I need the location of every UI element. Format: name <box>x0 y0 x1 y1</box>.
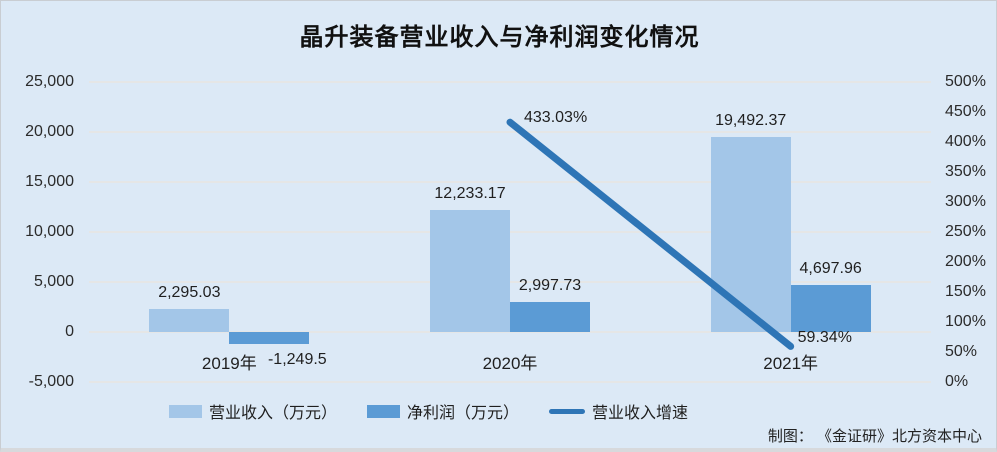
profit-swatch-icon <box>367 404 401 418</box>
x-axis-category-label: 2020年 <box>482 354 538 373</box>
gridline <box>89 331 931 333</box>
legend-item-profit: 净利润（万元） <box>367 399 519 423</box>
net-profit-bar-2019年 <box>229 332 310 345</box>
legend-label-revenue: 营业收入（万元） <box>209 405 338 422</box>
growth-data-label: 433.03% <box>524 109 588 127</box>
y-axis-left-tick: 25,000 <box>25 73 74 90</box>
y-axis-left-tick: -5,000 <box>28 373 74 390</box>
gridline <box>89 381 931 383</box>
y-axis-right-tick: 150% <box>945 283 986 300</box>
y-axis-right-tick: 400% <box>945 133 986 150</box>
growth-data-label: 59.34% <box>797 329 852 347</box>
plot-area: 2019年 2020年 2021年 2,295.03 12,233.17 19,492.3… <box>89 81 931 383</box>
y-axis-right-tick: 50% <box>945 343 978 360</box>
net-profit-bar-2021年 <box>790 285 871 332</box>
y-axis-left-tick: 20,000 <box>25 123 74 140</box>
revenue-bar-2019年 <box>149 309 230 332</box>
y-axis-left-tick: 5,000 <box>33 273 74 290</box>
data-label: 2,295.03 <box>158 284 221 302</box>
y-axis-left-tick: 0 <box>65 323 74 340</box>
y-axis-right-tick: 200% <box>945 253 986 270</box>
y-axis-right-tick: 500% <box>945 73 986 90</box>
legend-label-growth: 营业收入增速 <box>592 405 689 422</box>
y-axis-right-tick: 450% <box>945 103 986 120</box>
net-profit-bar-2020年 <box>510 302 590 332</box>
legend-item-revenue: 营业收入（万元） <box>169 399 337 423</box>
x-axis-category-label: 2019年 <box>201 354 257 373</box>
y-axis-right-tick: 100% <box>945 313 986 330</box>
y-axis-right-tick: 350% <box>945 163 986 180</box>
y-axis-right-tick: 250% <box>945 223 986 240</box>
growth-line <box>506 118 795 350</box>
gridline <box>89 81 931 83</box>
x-axis-category-label: 2021年 <box>763 354 819 373</box>
data-label: 12,233.17 <box>434 184 506 202</box>
gridline <box>89 131 931 133</box>
legend-label-profit: 净利润（万元） <box>407 405 520 422</box>
revenue-bar-2021年 <box>710 137 791 332</box>
gridline <box>89 281 931 283</box>
gridline <box>89 231 931 233</box>
y-axis-right-tick: 300% <box>945 193 986 210</box>
growth-line-swatch-icon <box>549 408 586 414</box>
chart-title: 晶升装备营业收入与净利润变化情况 <box>299 24 700 51</box>
data-label: 2,997.73 <box>518 277 582 295</box>
y-axis-left-tick: 10,000 <box>25 223 74 240</box>
gridline <box>89 181 931 183</box>
revenue-swatch-icon <box>169 404 202 418</box>
legend-item-growth: 营业收入增速 <box>549 399 688 423</box>
y-axis-left-tick: 15,000 <box>25 173 74 190</box>
y-axis-right-tick: 0% <box>945 373 969 390</box>
data-label: 19,492.37 <box>715 112 787 130</box>
data-label: 4,697.96 <box>799 260 862 278</box>
data-label: -1,249.5 <box>267 351 327 369</box>
legend: 营业收入（万元） 净利润（万元） 营业收入增速 <box>169 399 688 423</box>
revenue-bar-2020年 <box>430 209 510 332</box>
source-note: 制图： 《金证研》北方资本中心 <box>767 428 982 445</box>
